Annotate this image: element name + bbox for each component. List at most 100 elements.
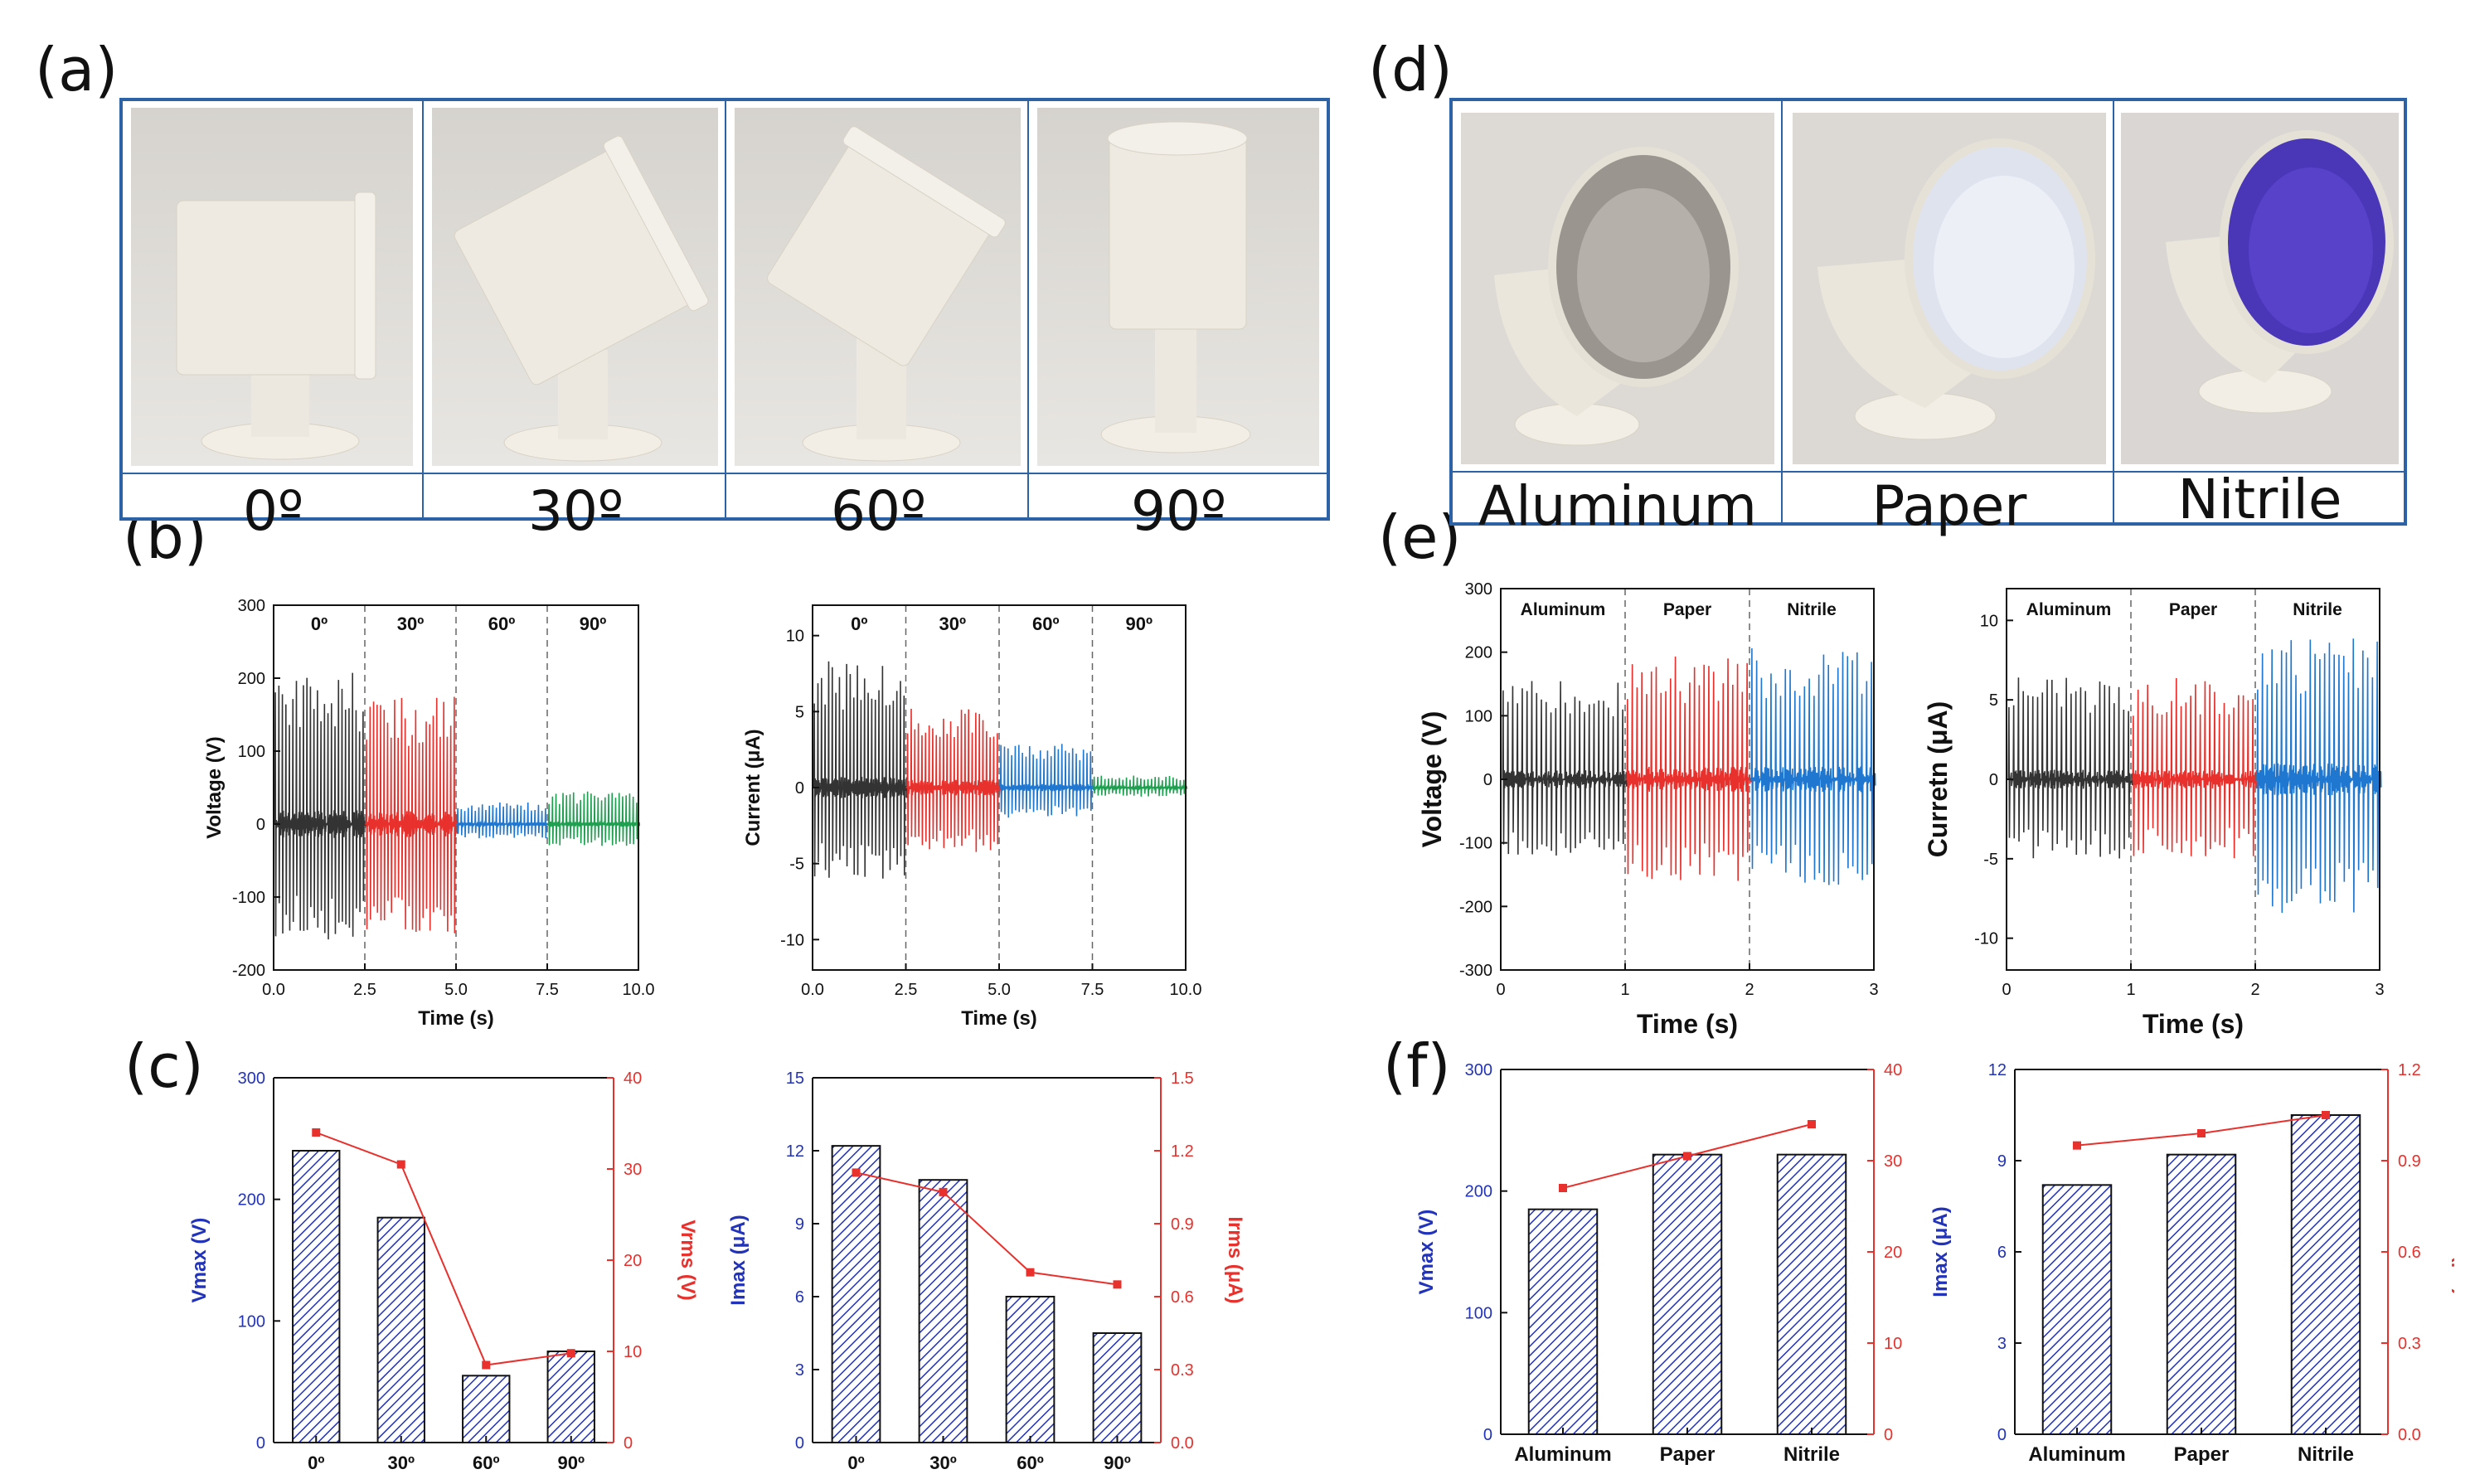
y2-tick-label: 20 xyxy=(624,1252,642,1270)
y2-tick-label: 30 xyxy=(1884,1152,1902,1171)
x-axis-title: Time (s) xyxy=(1637,1009,1738,1039)
signal-trace-Nitrile xyxy=(2255,638,2382,914)
y2-tick-label: 10 xyxy=(1884,1335,1902,1353)
section-label: 90º xyxy=(580,613,607,634)
x-tick-label: 2.5 xyxy=(353,981,376,999)
rms-point xyxy=(396,1160,405,1169)
chart-voltage-vs-time-materials: Aluminum Paper Nitrile 0 1 2 3 -300 -200 -100 0 100… xyxy=(1417,580,1879,1039)
x-category-label: Nitrile xyxy=(2298,1443,2354,1466)
rms-point xyxy=(1683,1152,1691,1161)
caption-30deg: 30º xyxy=(527,479,624,543)
caption-divider xyxy=(123,473,1327,474)
y-tick-label: -100 xyxy=(232,889,265,907)
y2-tick-label: 0.0 xyxy=(1171,1434,1194,1452)
photo-cylinder-60deg xyxy=(735,108,1021,466)
section-label: 0º xyxy=(851,613,867,634)
x-category-label: 30º xyxy=(387,1452,415,1473)
y-tick-label: 200 xyxy=(238,670,265,688)
bar-0º xyxy=(292,1150,341,1443)
y-axis-title: Vmax (V) xyxy=(191,1218,211,1303)
photo-strip-materials: Aluminum Paper Nitrile xyxy=(1449,98,2407,534)
y-tick-label: 5 xyxy=(1989,691,1998,710)
x-tick-label: 0 xyxy=(1496,981,1505,999)
x-category-label: Paper xyxy=(2174,1443,2230,1466)
x-tick-label: 5.0 xyxy=(988,981,1011,999)
y-tick-label: 6 xyxy=(795,1288,804,1307)
section-label: 60º xyxy=(488,613,516,634)
series-60 xyxy=(999,744,1094,818)
rms-point xyxy=(1113,1280,1122,1289)
caption-0deg: 0º xyxy=(242,479,304,543)
x-axis-title: Time (s) xyxy=(2143,1009,2244,1039)
x-category-label: 0º xyxy=(308,1452,324,1473)
y-axis-title: Voltage (V) xyxy=(1417,711,1447,848)
rms-point xyxy=(312,1128,321,1137)
rms-point xyxy=(2073,1141,2081,1150)
x-axis-title: Time (s) xyxy=(418,1007,494,1030)
section-label: 0º xyxy=(311,613,328,634)
signal-trace-Paper xyxy=(2131,678,2258,859)
rms-point xyxy=(566,1349,575,1358)
caption-60deg: 60º xyxy=(830,479,927,543)
y-tick-label: -300 xyxy=(1459,962,1492,980)
panel-label-c: (c) xyxy=(124,1031,204,1101)
bar-60º xyxy=(1005,1296,1056,1443)
y2-tick-label: 1.5 xyxy=(1171,1069,1194,1088)
x-tick-label: 5.0 xyxy=(444,981,468,999)
photo-cylinder-90deg xyxy=(1037,108,1319,466)
y-axis-title: Curretn (μA) xyxy=(1924,701,1953,857)
signal-trace-Paper xyxy=(1625,656,1752,881)
x-category-label: 30º xyxy=(929,1452,957,1473)
caption-nitrile: Nitrile xyxy=(2177,468,2342,531)
y2-tick-label: 0.3 xyxy=(2398,1335,2421,1353)
section-label: Paper xyxy=(1663,600,1711,619)
series-0 xyxy=(274,672,367,940)
x-tick-label: 3 xyxy=(2375,981,2384,999)
y2-axis-title: Irms (μA) xyxy=(1224,1216,1244,1303)
panel-label-f: (f) xyxy=(1383,1031,1451,1101)
y2-tick-label: 0 xyxy=(624,1434,633,1452)
photo-cup-nitrile xyxy=(2121,113,2399,464)
signal-trace-60 xyxy=(999,744,1094,818)
caption-paper: Paper xyxy=(1871,474,2027,538)
x-tick-label: 1 xyxy=(2126,981,2135,999)
panel-label-d: (d) xyxy=(1368,35,1453,104)
chart-imax-irms-angles: 0º 30º 60º 90º 0 3 6 9 12 15 0.0 0.3 0.6 0.9 1.2 1.5 Ima… xyxy=(730,1069,1244,1473)
y2-axis-title: Irms (μA) xyxy=(2451,1208,2454,1295)
rms-point xyxy=(2197,1129,2206,1137)
section-label: Aluminum xyxy=(2026,600,2112,619)
x-tick-label: 2.5 xyxy=(895,981,918,999)
series-Aluminum xyxy=(1501,681,1628,856)
y-tick-label: 5 xyxy=(795,703,804,721)
series-Paper xyxy=(1625,656,1752,881)
bar-Nitrile xyxy=(1776,1153,1847,1436)
y-tick-label: 300 xyxy=(1465,1061,1492,1079)
bar-60º xyxy=(462,1375,511,1444)
x-tick-label: 2 xyxy=(1745,981,1754,999)
x-tick-label: 1 xyxy=(1620,981,1629,999)
chart-voltage-vs-time-angles: 0º 30º 60º 90º 0.0 2.5 5.0 7.5 10.0 -200 -100 0 100 2… xyxy=(203,597,654,1030)
photo-cell-0deg: 0º xyxy=(123,101,424,539)
panel-label-e: (e) xyxy=(1378,502,1462,572)
y2-tick-label: 0 xyxy=(1884,1426,1893,1444)
photo-cylinder-0deg xyxy=(131,108,413,466)
y2-tick-label: 0.3 xyxy=(1171,1361,1194,1380)
y-tick-label: 0 xyxy=(1989,771,1998,789)
bar-Aluminum xyxy=(2041,1184,2113,1435)
series-Nitrile xyxy=(2255,638,2382,914)
y2-tick-label: 0.0 xyxy=(2398,1426,2421,1444)
signal-trace-30 xyxy=(365,696,459,934)
y-tick-label: 9 xyxy=(795,1215,804,1234)
chart-imax-irms-materials: Aluminum Paper Nitrile 0 3 6 9 12 0.0 0.3 0.6 0.9 1.… xyxy=(1929,1061,2454,1466)
section-label: Aluminum xyxy=(1521,600,1606,619)
signal-trace-Aluminum xyxy=(1501,681,1628,856)
x-category-label: Aluminum xyxy=(2028,1443,2125,1466)
photo-cell-paper: Paper xyxy=(1784,101,2114,534)
series-90 xyxy=(547,791,641,846)
series-0 xyxy=(813,661,908,879)
y-tick-label: 300 xyxy=(238,1069,265,1088)
x-category-label: 60º xyxy=(473,1452,500,1473)
signal-trace-0 xyxy=(813,661,908,879)
x-tick-label: 0.0 xyxy=(262,981,285,999)
x-tick-label: 10.0 xyxy=(1170,981,1202,999)
